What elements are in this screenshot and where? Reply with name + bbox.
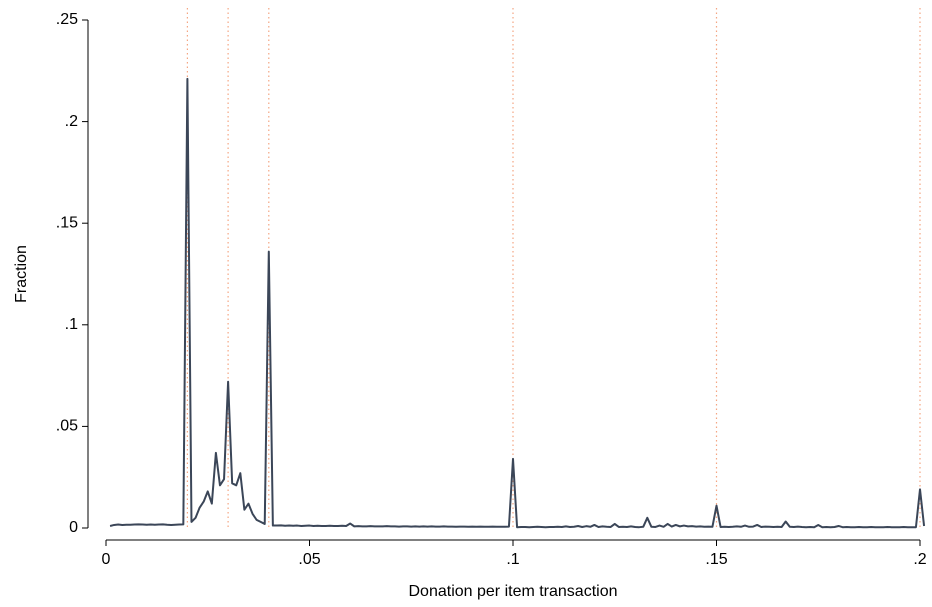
y-tick-label: .05 <box>56 418 78 435</box>
x-tick-label: .1 <box>506 551 519 568</box>
x-tick-label: .05 <box>298 551 320 568</box>
x-axis-label: Donation per item transaction <box>409 583 618 600</box>
x-tick-label: 0 <box>102 551 111 568</box>
x-tick-label: .15 <box>705 551 727 568</box>
y-axis-label: Fraction <box>13 245 30 303</box>
x-tick-label: .2 <box>913 551 926 568</box>
y-tick-label: .25 <box>56 11 78 28</box>
data-line <box>109 77 926 529</box>
y-tick-label: .2 <box>65 113 78 130</box>
y-tick-label: .1 <box>65 316 78 333</box>
y-tick-label: .15 <box>56 214 78 231</box>
y-tick-label: 0 <box>69 519 78 536</box>
